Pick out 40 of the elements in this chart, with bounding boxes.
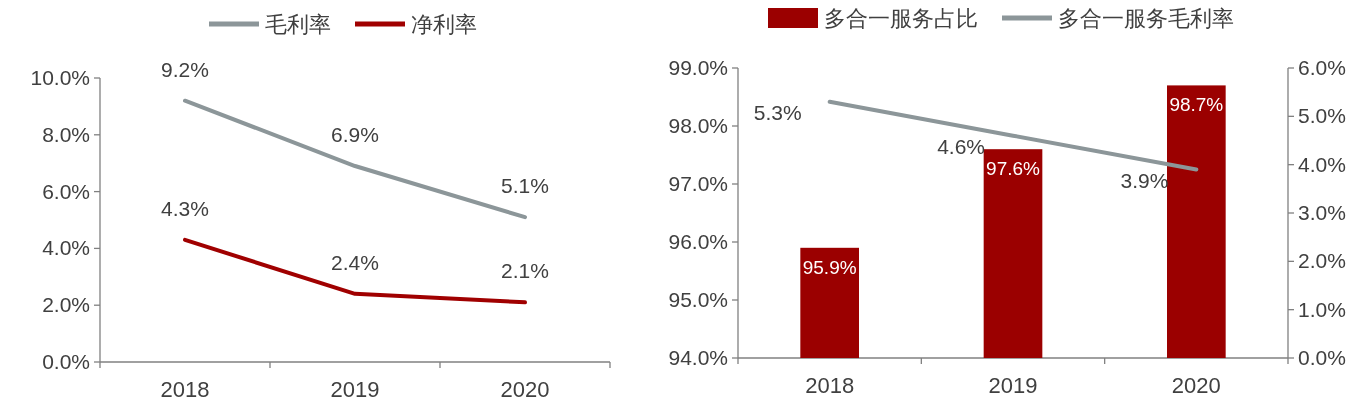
- y2-tick-label: 0.0%: [1298, 346, 1346, 369]
- data-label: 5.1%: [501, 174, 549, 198]
- y-tick-label: 2.0%: [42, 293, 90, 317]
- data-label: 95.9%: [802, 256, 857, 278]
- y-tick-label: 97.0%: [668, 172, 728, 195]
- data-label: 98.7%: [1169, 94, 1224, 116]
- legend-label: 多合一服务毛利率: [1058, 6, 1234, 31]
- y2-tick-label: 6.0%: [1298, 56, 1346, 79]
- y-tick-label: 99.0%: [668, 56, 728, 79]
- data-label: 5.3%: [753, 100, 802, 124]
- data-label: 2.1%: [501, 259, 549, 283]
- data-label: 6.9%: [331, 123, 379, 147]
- y-tick-label: 0.0%: [42, 350, 90, 373]
- legend-label: 毛利率: [265, 12, 331, 37]
- y-tick-label: 96.0%: [668, 230, 728, 253]
- y-tick-label: 4.0%: [42, 236, 90, 260]
- y-tick-label: 8.0%: [42, 122, 90, 146]
- y2-tick-label: 4.0%: [1298, 152, 1346, 176]
- x-tick-label: 2018: [805, 373, 855, 398]
- y2-tick-label: 2.0%: [1298, 249, 1346, 273]
- data-label: 2.4%: [331, 250, 379, 274]
- data-label: 9.2%: [161, 57, 209, 81]
- y-tick-label: 6.0%: [42, 179, 90, 203]
- data-label: 97.6%: [986, 158, 1041, 180]
- x-tick-label: 2018: [160, 377, 210, 402]
- y2-tick-label: 5.0%: [1298, 104, 1346, 128]
- y2-tick-label: 1.0%: [1298, 297, 1346, 321]
- y-tick-label: 10.0%: [30, 66, 90, 89]
- x-tick-label: 2019: [988, 373, 1038, 398]
- legend-label: 多合一服务占比: [824, 6, 978, 31]
- data-label: 4.3%: [161, 196, 209, 220]
- x-tick-label: 2020: [1171, 373, 1221, 398]
- x-tick-label: 2019: [330, 377, 380, 402]
- y2-tick-label: 3.0%: [1298, 201, 1346, 224]
- y-tick-label: 94.0%: [668, 346, 728, 369]
- y-tick-label: 98.0%: [668, 114, 728, 137]
- legend-label: 净利率: [411, 12, 477, 37]
- data-label: 4.6%: [937, 134, 985, 158]
- y-tick-label: 95.0%: [668, 288, 728, 311]
- x-tick-label: 2020: [500, 377, 550, 402]
